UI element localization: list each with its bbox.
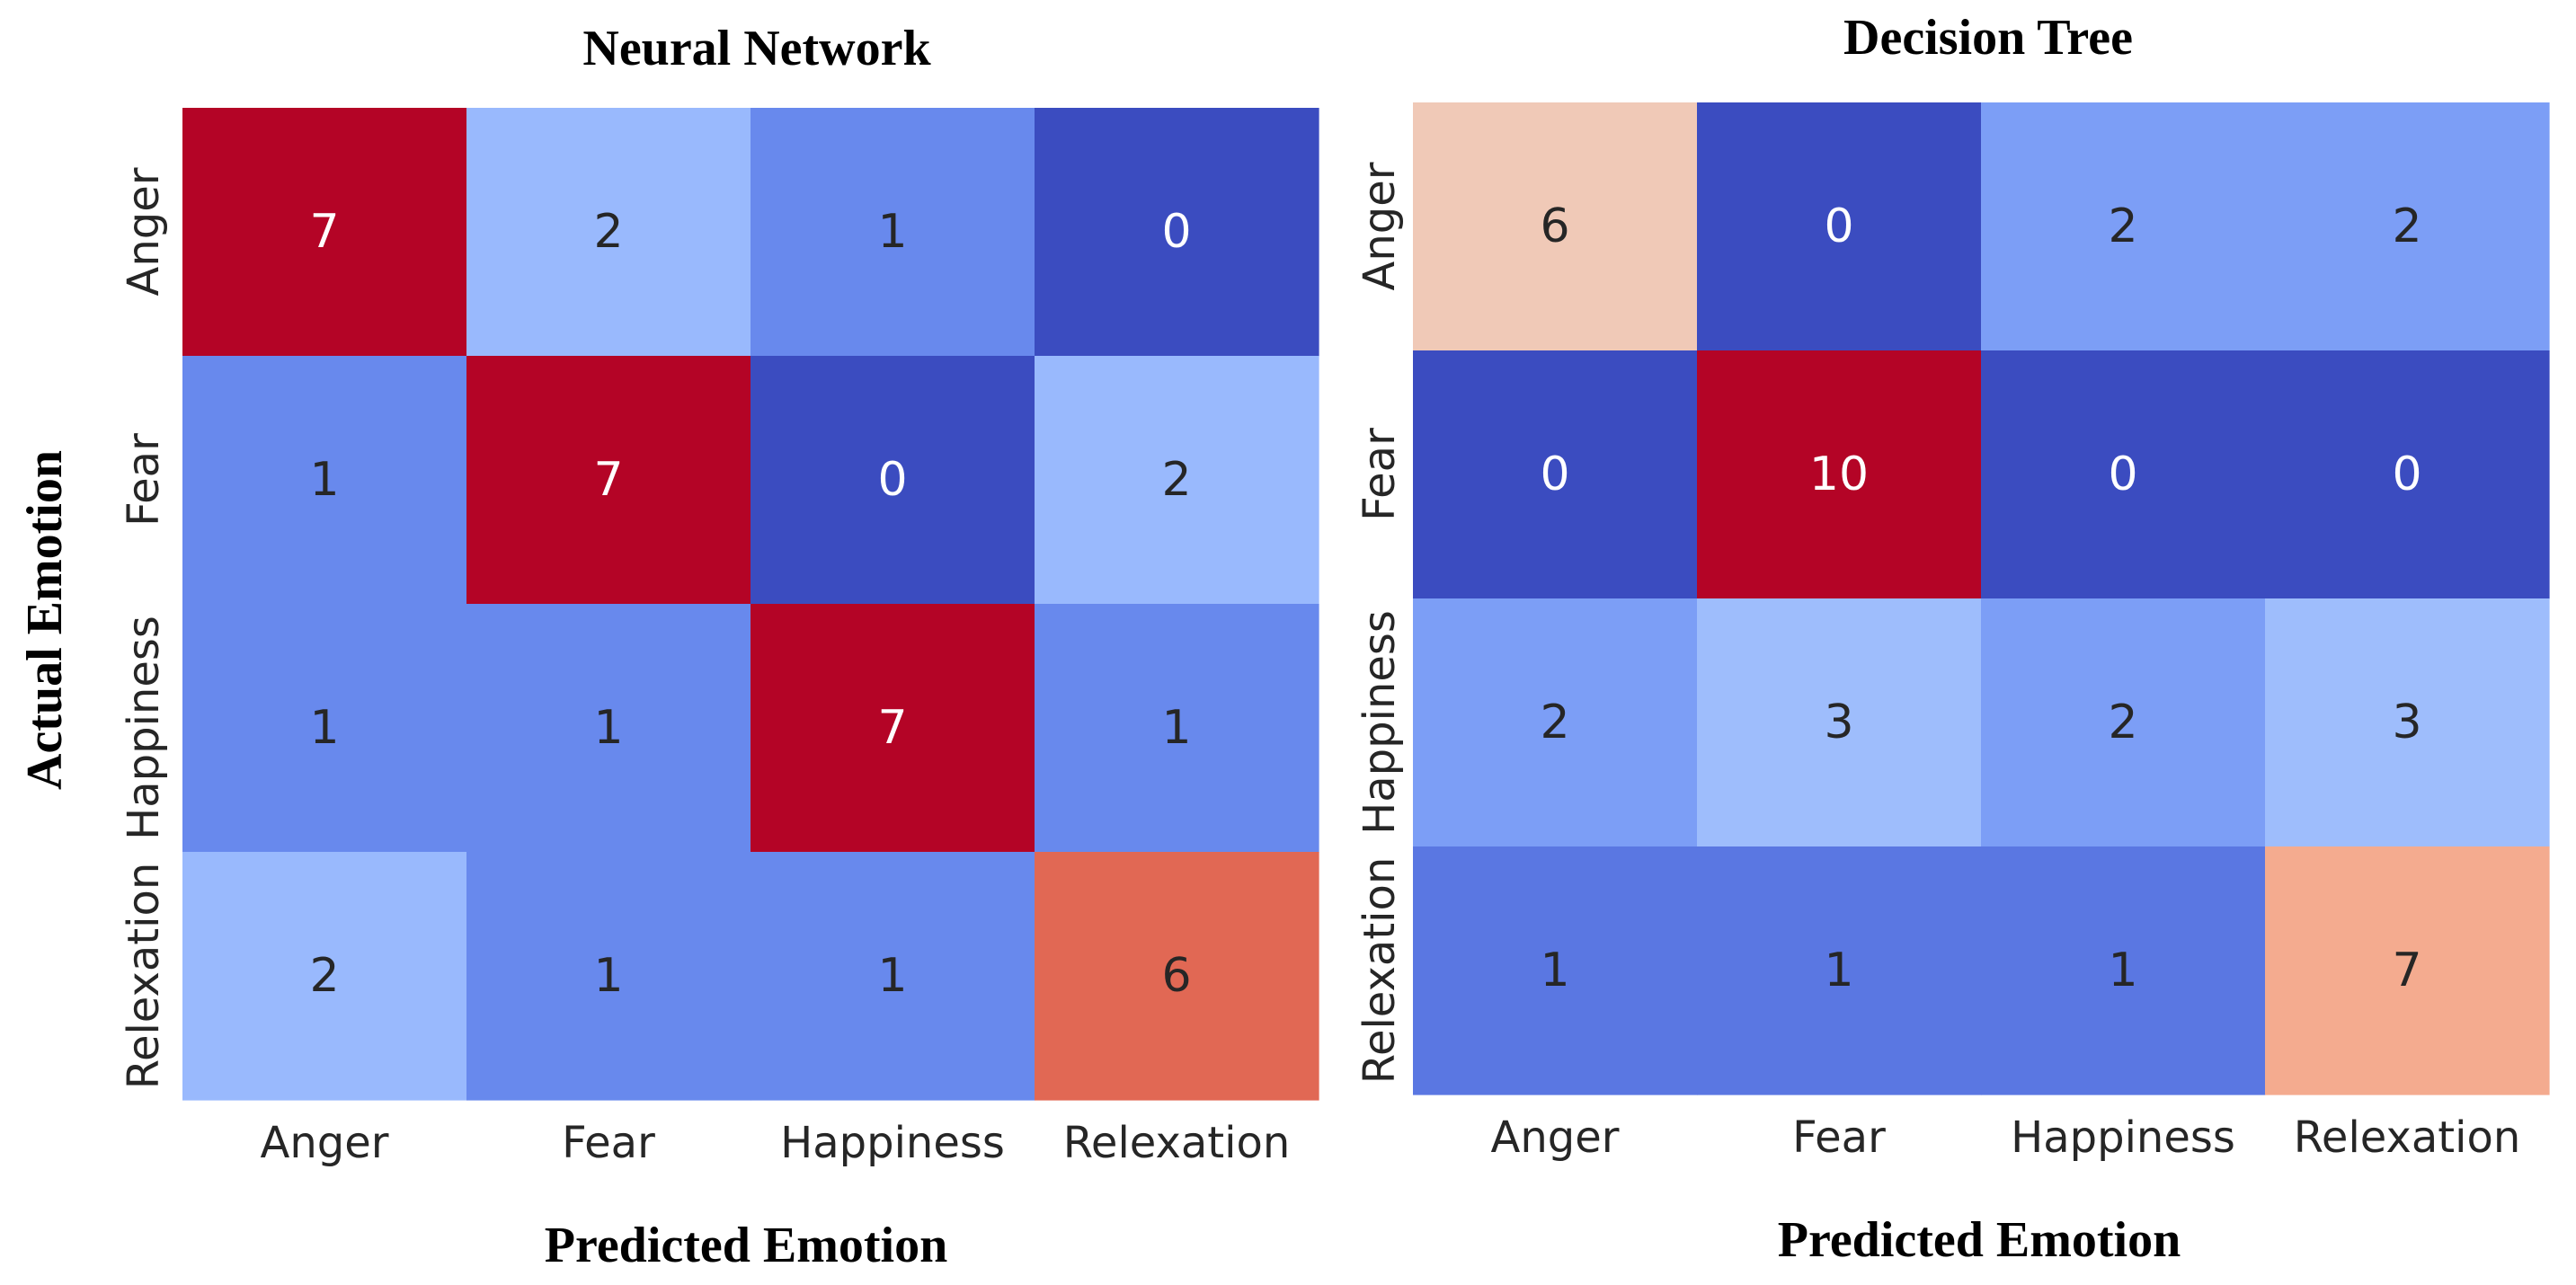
heatmap-cell — [182, 852, 467, 1101]
cell-value-label: 0 — [1540, 448, 1569, 501]
cell-value-label: 0 — [2392, 448, 2421, 501]
cell-value-label: 1 — [877, 949, 907, 1003]
cell-value-label: 1 — [2108, 944, 2137, 997]
x-tick-labels: Anger Fear Happiness Relexation — [1491, 1112, 2521, 1163]
y-tick-label: Relexation — [119, 863, 169, 1090]
cell-value-label: 6 — [1540, 199, 1569, 253]
y-tick-label: Relexation — [1355, 857, 1405, 1085]
chart-title: Neural Network — [582, 21, 931, 76]
cell-value-label: 1 — [1540, 944, 1569, 997]
heatmap-cell — [466, 604, 751, 853]
x-axis-title: Predicted Emotion — [545, 1218, 947, 1273]
heatmap-cell — [1413, 846, 1698, 1095]
heatmap-cell — [182, 356, 467, 605]
heatmap-cell — [751, 604, 1035, 853]
x-tick-label: Anger — [261, 1118, 389, 1168]
cell-value-label: 1 — [877, 205, 907, 259]
x-tick-label: Happiness — [2011, 1112, 2235, 1163]
heatmap-cell — [182, 604, 467, 853]
cell-value-label: 10 — [1809, 448, 1869, 501]
x-tick-label: Anger — [1491, 1112, 1620, 1163]
heatmap-cell — [751, 356, 1035, 605]
x-tick-label: Happiness — [780, 1118, 1005, 1168]
heatmap-cell — [1697, 102, 1982, 351]
heatmap-cell — [1697, 846, 1982, 1095]
heatmap-cell — [1035, 108, 1319, 357]
neural-network-chart: Neural Network 7 2 1 0 1 7 0 2 1 1 7 1 2 1 1 6 Anger Fea… — [119, 21, 1319, 1273]
heatmap-cell — [1697, 598, 1982, 847]
cell-value-label: 7 — [309, 205, 339, 259]
heatmap-cell — [1035, 356, 1319, 605]
cell-value-label: 2 — [2392, 199, 2421, 253]
cell-value-label: 2 — [2108, 696, 2137, 749]
y-tick-label: Happiness — [119, 616, 169, 840]
cell-value-label: 1 — [309, 453, 339, 507]
cell-value-label: 7 — [2392, 944, 2421, 997]
cell-value-label: 7 — [593, 453, 623, 507]
cell-value-label: 2 — [1540, 696, 1569, 749]
cell-value-label: 3 — [2392, 696, 2421, 749]
heatmap-cell — [751, 852, 1035, 1101]
heatmap-cell — [2265, 598, 2550, 847]
heatmap-cell — [751, 108, 1035, 357]
cell-value-label: 6 — [1161, 949, 1191, 1003]
cell-value-label: 2 — [1161, 453, 1191, 507]
x-tick-labels: Anger Fear Happiness Relexation — [261, 1118, 1291, 1168]
x-tick-label: Fear — [1792, 1112, 1886, 1163]
x-tick-label: Fear — [562, 1118, 655, 1168]
cell-value-label: 0 — [877, 453, 907, 507]
heatmap-cell — [1697, 350, 1982, 599]
cell-value-label: 0 — [1161, 205, 1191, 259]
x-tick-label: Relexation — [2294, 1112, 2521, 1163]
cell-value-label: 1 — [309, 701, 339, 755]
y-tick-label: Anger — [1355, 162, 1405, 290]
heatmap-grid: 7 2 1 0 1 7 0 2 1 1 7 1 2 1 1 6 — [182, 108, 1319, 1101]
chart-title: Decision Tree — [1843, 10, 2133, 66]
heatmap-cell — [1413, 350, 1698, 599]
heatmap-cell — [466, 356, 751, 605]
decision-tree-chart: Decision Tree 6 0 2 20 10 0 02 3 2 31 1 1 7 AngerFea… — [1355, 10, 2550, 1268]
heatmap-cell — [1981, 598, 2266, 847]
heatmap-cell — [1035, 852, 1319, 1101]
x-tick-label: Relexation — [1063, 1118, 1291, 1168]
cell-value-label: 1 — [593, 701, 623, 755]
heatmap-grid: 6 0 2 20 10 0 02 3 2 31 1 1 7 — [1413, 102, 2550, 1095]
heatmap-cell — [1413, 102, 1698, 351]
shared-y-axis-title: Actual Emotion — [17, 450, 73, 790]
y-tick-labels: Anger Fear Happiness Relexation — [1355, 162, 1405, 1084]
heatmap-cell — [2265, 102, 2550, 351]
cell-value-label: 3 — [1824, 696, 1853, 749]
cell-value-label: 0 — [2108, 448, 2137, 501]
y-tick-label: Fear — [1355, 428, 1405, 521]
cell-value-label: 1 — [1161, 701, 1191, 755]
heatmap-cell — [466, 108, 751, 357]
cell-value-label: 2 — [593, 205, 623, 259]
y-tick-label: Fear — [119, 433, 169, 527]
y-tick-labels: Anger Fear Happiness Relexation — [119, 167, 169, 1089]
heatmap-cell — [1981, 102, 2266, 351]
y-tick-label: Anger — [119, 167, 169, 296]
heatmap-cell — [2265, 350, 2550, 599]
heatmap-cell — [1413, 598, 1698, 847]
heatmap-cell — [466, 852, 751, 1101]
heatmap-cell — [1981, 846, 2266, 1095]
heatmap-cell — [1981, 350, 2266, 599]
x-axis-title: Predicted Emotion — [1778, 1212, 2181, 1268]
cell-value-label: 2 — [2108, 199, 2137, 253]
cell-value-label: 7 — [877, 701, 907, 755]
heatmap-cell — [2265, 846, 2550, 1095]
y-tick-label: Happiness — [1355, 610, 1405, 835]
cell-value-label: 2 — [309, 949, 339, 1003]
cell-value-label: 1 — [1824, 944, 1853, 997]
heatmap-cell — [1035, 604, 1319, 853]
cell-value-label: 1 — [593, 949, 623, 1003]
cell-value-label: 0 — [1824, 199, 1853, 253]
heatmap-cell — [182, 108, 467, 357]
